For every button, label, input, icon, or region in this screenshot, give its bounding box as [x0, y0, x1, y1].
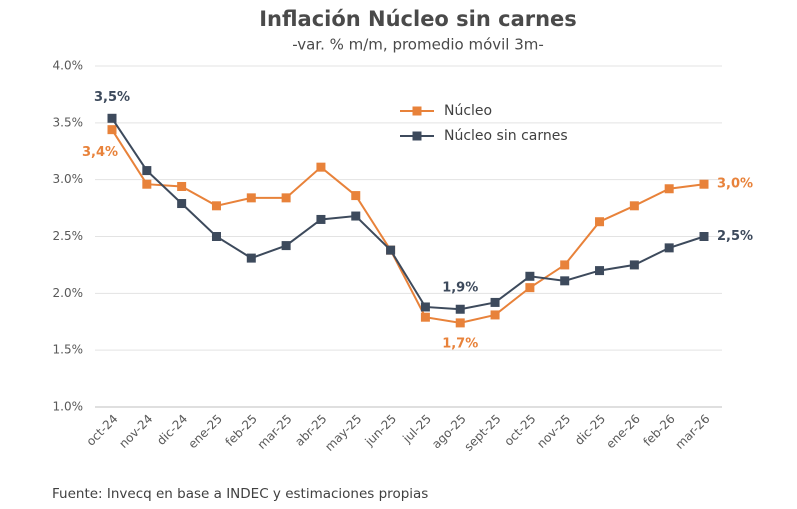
point-marker	[595, 217, 605, 227]
x-tick-label: may-25	[322, 412, 364, 454]
source-note: Fuente: Invecq en base a INDEC y estimac…	[52, 486, 428, 502]
point-marker	[490, 297, 500, 307]
x-tick-label: jun-25	[362, 412, 400, 450]
data-label: 1,7%	[442, 336, 478, 351]
point-marker	[595, 266, 605, 276]
point-marker	[281, 241, 291, 251]
data-label: 1,9%	[442, 281, 478, 296]
data-label: 2,5%	[717, 229, 753, 244]
point-marker	[560, 260, 570, 270]
legend-marker	[412, 131, 422, 141]
series-line	[111, 129, 705, 324]
y-tick-label: 2.0%	[53, 286, 84, 300]
legend-label: Núcleo sin carnes	[444, 128, 568, 144]
point-marker	[386, 245, 396, 255]
point-marker	[142, 179, 152, 189]
point-marker	[629, 260, 639, 270]
point-marker	[316, 214, 326, 224]
y-tick-label: 3.0%	[53, 172, 84, 186]
data-label: 3,4%	[82, 145, 118, 160]
x-tick-label: mar-25	[255, 412, 295, 452]
point-marker	[560, 276, 570, 286]
data-label: 3,5%	[94, 90, 130, 105]
y-tick-label: 3.5%	[53, 115, 84, 129]
point-marker	[211, 201, 221, 211]
point-marker	[281, 193, 291, 203]
y-tick-label: 2.5%	[53, 229, 84, 243]
point-marker	[664, 184, 674, 194]
x-tick-label: oct-25	[502, 412, 539, 449]
x-tick-label: nov-24	[116, 412, 155, 451]
x-tick-label: nov-25	[534, 412, 573, 451]
point-marker	[420, 312, 430, 322]
series-line	[111, 117, 705, 311]
x-tick-label: feb-26	[640, 412, 677, 449]
point-marker	[107, 125, 117, 135]
x-tick-label: feb-25	[223, 412, 260, 449]
point-marker	[351, 191, 361, 201]
point-marker	[351, 211, 361, 221]
legend-marker	[412, 106, 422, 116]
point-marker	[455, 318, 465, 328]
point-marker	[246, 253, 256, 263]
legend-label: Núcleo	[444, 103, 492, 119]
point-marker	[420, 302, 430, 312]
y-tick-label: 4.0%	[53, 59, 84, 73]
point-marker	[107, 113, 117, 123]
x-tick-label: mar-26	[672, 412, 712, 452]
point-marker	[177, 199, 187, 209]
point-marker	[699, 232, 709, 241]
x-tick-label: oct-24	[84, 412, 121, 449]
point-marker	[629, 201, 639, 211]
x-tick-label: sept-25	[462, 412, 504, 454]
y-tick-label: 1.5%	[53, 343, 84, 357]
point-marker	[525, 271, 535, 281]
x-tick-label: ene-25	[185, 412, 225, 452]
chart-title: Inflación Núcleo sin carnes	[259, 7, 577, 31]
point-marker	[455, 304, 465, 314]
x-tick-label: dic-25	[572, 412, 608, 448]
point-marker	[211, 232, 221, 241]
point-marker	[316, 162, 326, 172]
data-label: 3,0%	[717, 177, 753, 192]
y-tick-label: 1.0%	[53, 400, 84, 414]
point-marker	[246, 193, 256, 203]
x-tick-label: ene-26	[603, 412, 643, 452]
point-marker	[142, 166, 152, 176]
point-marker	[525, 283, 535, 293]
chart-subtitle: -var. % m/m, promedio móvil 3m-	[292, 36, 544, 54]
point-marker	[177, 181, 187, 191]
point-marker	[699, 179, 709, 189]
point-marker	[490, 310, 500, 320]
point-marker	[664, 243, 674, 253]
x-tick-label: dic-24	[154, 412, 190, 448]
